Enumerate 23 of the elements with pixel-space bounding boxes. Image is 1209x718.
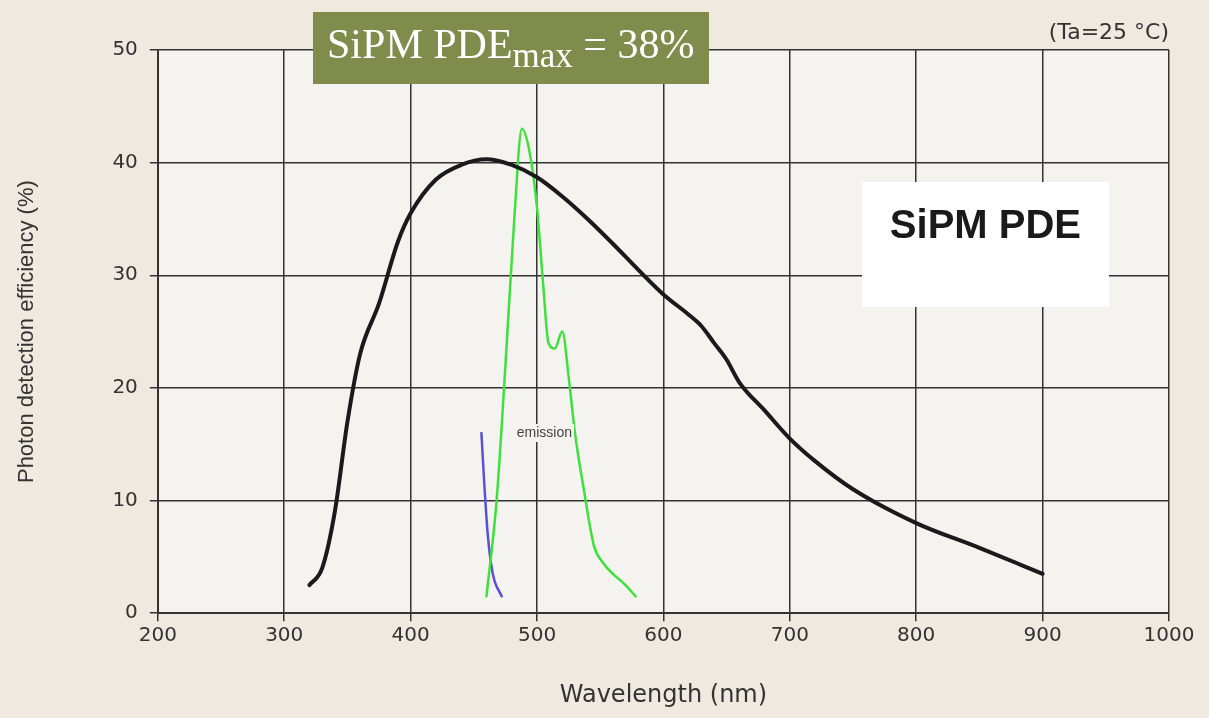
x-tick-label: 900 [1023, 622, 1062, 647]
chart-title: SiPM PDE$_{max}$ = 38% [313, 12, 709, 85]
y-tick-label: 20 [112, 374, 138, 399]
text: (Ta=25 °C) [1048, 18, 1169, 44]
y-tick-label: 0 [125, 599, 138, 624]
y-tick-label: 40 [112, 148, 138, 173]
line-series [485, 127, 637, 598]
y-tick-label: 30 [112, 261, 138, 286]
x-tick-label: 1000 [1143, 622, 1195, 647]
x-tick-label: 200 [138, 622, 177, 647]
annotation: emission [516, 423, 573, 440]
line-series [480, 431, 503, 598]
x-tick-label: 700 [770, 622, 809, 647]
y-tick-label: 10 [112, 486, 138, 511]
x-tick-label: 500 [517, 622, 557, 647]
x-axis-title: Wavelength (nm) [559, 679, 768, 708]
y-axis-title: Photon detection efficiency (%) [13, 180, 39, 484]
x-tick-label: 400 [391, 622, 430, 647]
x-tick-label: 800 [897, 622, 936, 647]
y-tick-label: 50 [112, 36, 138, 61]
x-tick-label: 600 [644, 622, 683, 647]
x-tick-label: 300 [265, 622, 304, 647]
text: SiPM PDE [889, 202, 1081, 247]
